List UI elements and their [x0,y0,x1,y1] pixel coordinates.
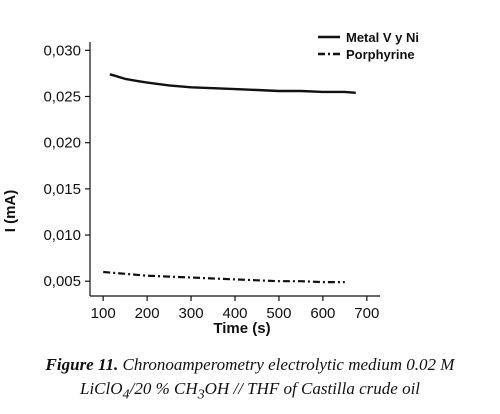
y-axis-label: I (mA) [2,190,19,233]
chronoamperometry-chart: 0,005 0,010 0,015 0,020 0,025 0,030 100 200 300 4… [2,30,419,337]
chart-ticks: 0,005 0,010 0,015 0,020 0,025 0,030 100 200 300 4… [43,42,379,322]
caption-text-2c: OH // THF of Castilla crude oil [204,379,421,398]
legend-label-2: Porphyrine [346,47,415,62]
chart-legend: Metal V y Ni Porphyrine [318,30,419,62]
figure-caption: Figure 11. Chronoamperometry electrolyti… [0,353,500,406]
caption-text-2b: /20 % CH [129,379,198,398]
x-tick-label: 300 [179,305,204,322]
y-tick-label: 0,030 [43,42,81,59]
caption-text-2a: LiClO [79,379,123,398]
caption-line-2: LiClO4/20 % CH3OH // THF of Castilla cru… [0,377,500,406]
x-tick-label: 100 [91,305,116,322]
y-tick-label: 0,025 [43,88,81,105]
x-tick-label: 200 [135,305,160,322]
y-tick-label: 0,015 [43,181,81,198]
caption-sub-2: 3 [197,386,205,403]
y-tick-label: 0,005 [43,273,81,290]
y-tick-label: 0,010 [43,227,81,244]
caption-text-1: Chronoamperometry electrolytic medium 0.… [122,355,455,374]
figure-label: Figure 11. [45,355,119,374]
caption-sub-1: 4 [122,386,130,403]
series-line-2 [103,270,345,284]
legend-label-1: Metal V y Ni [346,30,419,45]
series-line-1 [109,73,356,94]
x-tick-label: 500 [266,305,291,322]
x-axis-label: Time (s) [213,320,270,337]
x-tick-label: 400 [222,305,247,322]
caption-line-1: Figure 11. Chronoamperometry electrolyti… [0,353,500,377]
x-tick-label: 600 [310,305,335,322]
y-tick-label: 0,020 [43,135,81,152]
x-tick-label: 700 [354,305,379,322]
chart-series [103,73,356,284]
